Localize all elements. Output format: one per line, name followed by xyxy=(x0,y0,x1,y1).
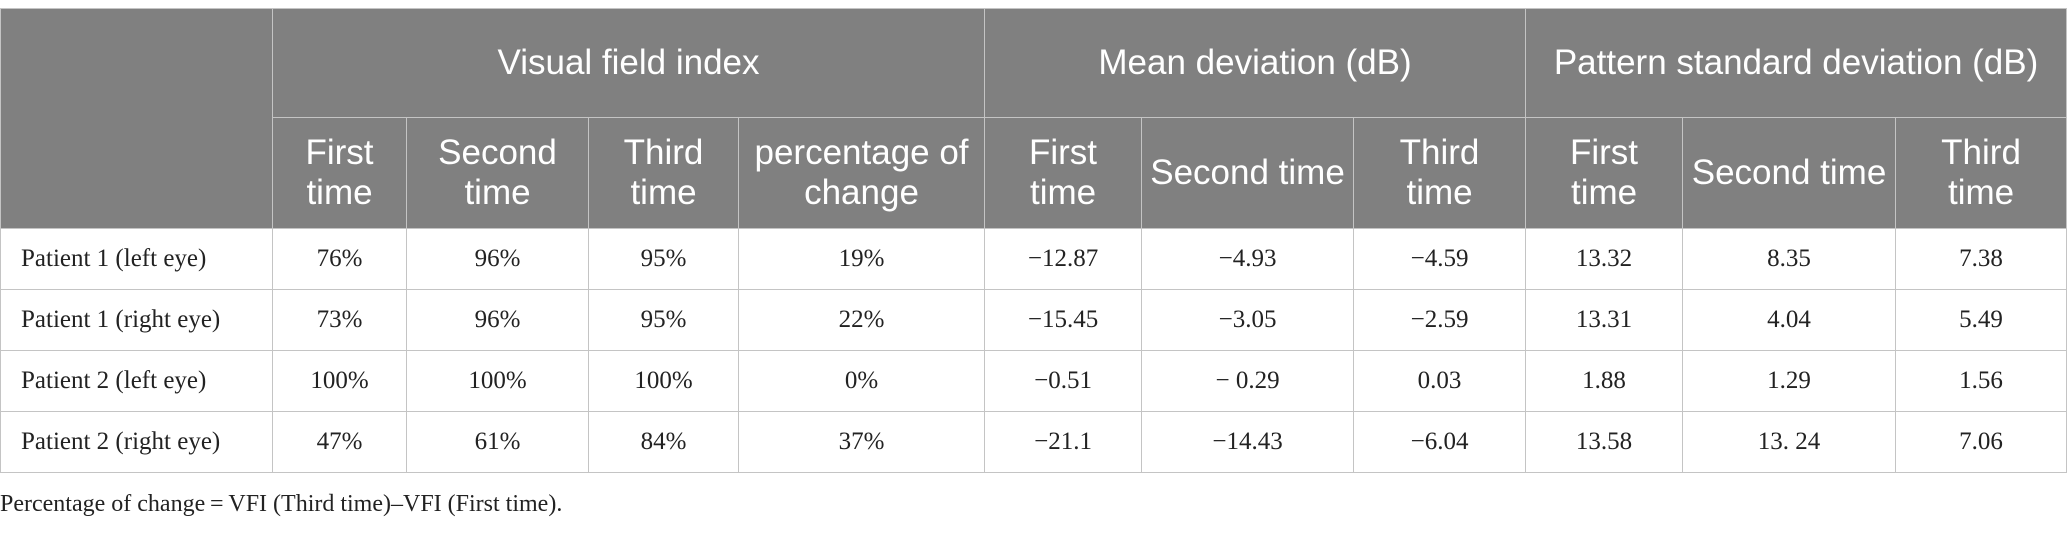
table-cell: 7.06 xyxy=(1895,411,2068,473)
table-cell: −0.51 xyxy=(984,350,1143,412)
table-footnote: Percentage of change = VFI (Third time)–… xyxy=(0,491,563,517)
table-cell: 22% xyxy=(737,289,986,351)
table-cell: −2.59 xyxy=(1353,289,1527,351)
row-label: Patient 2 (right eye) xyxy=(0,411,273,473)
column-header: First time xyxy=(984,117,1143,229)
table-cell: −12.87 xyxy=(984,228,1143,290)
table-cell: 100% xyxy=(588,350,739,412)
table-cell: 5.49 xyxy=(1895,289,2068,351)
table-cell: −4.93 xyxy=(1141,228,1355,290)
column-header: Second time xyxy=(406,117,589,229)
column-header: Third time xyxy=(1353,117,1527,229)
column-header: First time xyxy=(1525,117,1684,229)
table-header: Visual field index Mean deviation (dB) P… xyxy=(0,8,2068,229)
table-cell: 95% xyxy=(588,228,739,290)
table-cell: 13.58 xyxy=(1525,411,1684,473)
table-cell: 7.38 xyxy=(1895,228,2068,290)
table-cell: 100% xyxy=(272,350,407,412)
table-cell: 100% xyxy=(406,350,589,412)
table-cell: 95% xyxy=(588,289,739,351)
group-header-vfi: Visual field index xyxy=(271,8,986,118)
table-cell: 13. 24 xyxy=(1682,411,1897,473)
table-cell: 0.03 xyxy=(1353,350,1527,412)
results-table-container: Visual field index Mean deviation (dB) P… xyxy=(0,8,2068,473)
table-cell: 76% xyxy=(272,228,407,290)
table-cell: − 0.29 xyxy=(1141,350,1355,412)
row-label: Patient 1 (left eye) xyxy=(0,228,273,290)
table-cell: 0% xyxy=(737,350,986,412)
table-row: Patient 2 (right eye) 47% 61% 84% 37% −2… xyxy=(0,411,2068,473)
table-cell: 73% xyxy=(272,289,407,351)
column-header: Second time xyxy=(1141,117,1355,229)
table-cell: 1.56 xyxy=(1895,350,2068,412)
group-header-psd: Pattern standard deviation (dB) xyxy=(1525,8,2068,118)
row-label: Patient 1 (right eye) xyxy=(0,289,273,351)
table-cell: 13.32 xyxy=(1525,228,1684,290)
table-body: Patient 1 (left eye) 76% 96% 95% 19% −12… xyxy=(0,228,2068,473)
table-cell: 1.29 xyxy=(1682,350,1897,412)
table-cell: 96% xyxy=(406,289,589,351)
table-cell: 13.31 xyxy=(1525,289,1684,351)
corner-header-cell xyxy=(0,8,273,229)
table-cell: 4.04 xyxy=(1682,289,1897,351)
group-header-row: Visual field index Mean deviation (dB) P… xyxy=(0,8,2068,229)
table-cell: 47% xyxy=(272,411,407,473)
table-row: Patient 1 (left eye) 76% 96% 95% 19% −12… xyxy=(0,228,2068,290)
table-cell: −3.05 xyxy=(1141,289,1355,351)
table-cell: 84% xyxy=(588,411,739,473)
table-cell: −4.59 xyxy=(1353,228,1527,290)
table-cell: 37% xyxy=(737,411,986,473)
table-cell: −14.43 xyxy=(1141,411,1355,473)
group-header-md: Mean deviation (dB) xyxy=(984,8,1527,118)
row-label: Patient 2 (left eye) xyxy=(0,350,273,412)
column-header: Third time xyxy=(588,117,739,229)
column-header: Second time xyxy=(1682,117,1897,229)
table-row: Patient 1 (right eye) 73% 96% 95% 22% −1… xyxy=(0,289,2068,351)
table-cell: −21.1 xyxy=(984,411,1143,473)
table-row: Patient 2 (left eye) 100% 100% 100% 0% −… xyxy=(0,350,2068,412)
table-cell: 1.88 xyxy=(1525,350,1684,412)
column-header: First time xyxy=(272,117,407,229)
table-cell: −15.45 xyxy=(984,289,1143,351)
table-cell: −6.04 xyxy=(1353,411,1527,473)
table-cell: 19% xyxy=(737,228,986,290)
column-header: percentage of change xyxy=(737,117,986,229)
table-cell: 8.35 xyxy=(1682,228,1897,290)
column-header: Third time xyxy=(1895,117,2068,229)
visual-field-results-table: Visual field index Mean deviation (dB) P… xyxy=(0,8,2068,473)
sub-header-row: First time Second time Third time percen… xyxy=(1,117,2068,229)
table-cell: 61% xyxy=(406,411,589,473)
table-cell: 96% xyxy=(406,228,589,290)
